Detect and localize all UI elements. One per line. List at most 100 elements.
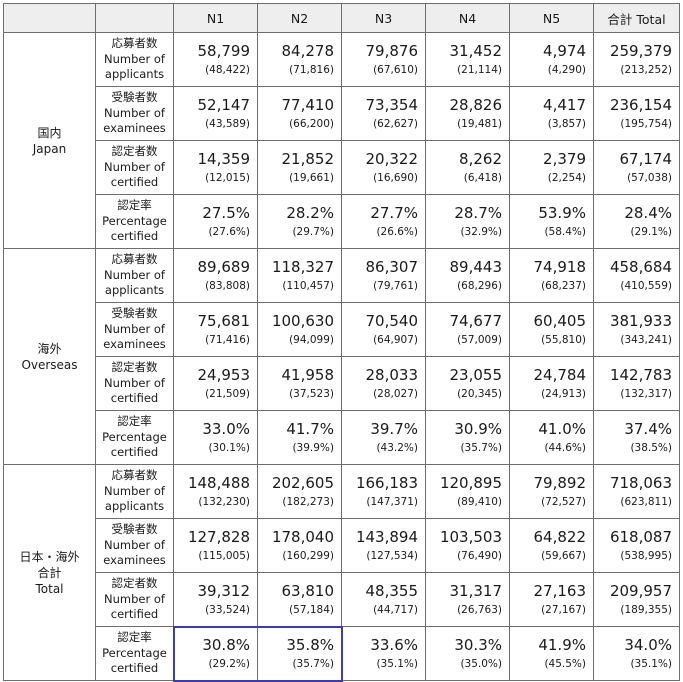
current-value: 30.9% [454,419,502,438]
previous-value: (30.1%) [208,441,250,454]
previous-value: (58.4%) [544,225,586,238]
previous-value: (24,913) [541,387,586,400]
current-value: 148,488 [187,473,250,492]
metric-label-en: Number of [104,483,165,498]
current-value: 4,974 [543,41,586,60]
metric-label-en: applicants [104,499,165,514]
metric-label-en: applicants [104,283,165,298]
current-value: 202,605 [271,473,334,492]
current-value: 27,163 [533,581,587,600]
metric-label-jp: 受験者数 [111,90,158,105]
current-value: 79,892 [533,473,587,492]
value-cell-n1: 52,147 (43,589) [173,86,258,141]
current-value: 35.8% [286,635,334,654]
region-label-en: Overseas [21,357,78,372]
header-col-n2: N2 [257,3,342,33]
value-cell-n3: 166,183 (147,371) [341,464,426,519]
metric-label-cell: 応募者数 Number of applicants [95,248,174,303]
value-cell-n1: 127,828 (115,005) [173,518,258,573]
previous-value: (83,808) [205,279,250,292]
header-col-n5: N5 [509,3,594,33]
metric-label-jp: 応募者数 [111,468,158,483]
value-cell-n1: 24,953 (21,509) [173,356,258,411]
value-cell-n3: 79,876 (67,610) [341,32,426,87]
current-value: 4,417 [543,95,586,114]
previous-value: (32.9%) [460,225,502,238]
table-row: 認定者数 Number of certified 14,359 (12,015) 21,8… [4,140,680,195]
value-cell-n3: 33.6% (35.1%) [341,626,426,681]
previous-value: (16,690) [373,171,418,184]
current-value: 31,452 [449,41,503,60]
current-value: 166,183 [355,473,418,492]
value-cell-n2: 178,040 (160,299) [257,518,342,573]
value-cell-n2: 77,410 (66,200) [257,86,342,141]
value-cell-n2: 41,958 (37,523) [257,356,342,411]
value-cell-n5: 79,892 (72,527) [509,464,594,519]
metric-label-cell: 応募者数 Number of applicants [95,32,174,87]
value-cell-n3: 27.7% (26.6%) [341,194,426,249]
table-row: 日本・海外 合計 Total 応募者数 Number of applicants 148,4… [3,464,680,681]
value-cell-n4: 28,826 (19,481) [425,86,510,141]
previous-value: (27,167) [541,603,586,616]
value-cell-n4: 31,317 (26,763) [425,572,510,627]
current-value: 24,784 [533,365,587,384]
current-value: 100,630 [271,311,334,330]
current-value: 259,379 [609,41,672,60]
previous-value: (71,416) [205,333,250,346]
previous-value: (64,907) [373,333,418,346]
previous-value: (27.6%) [208,225,250,238]
current-value: 103,503 [439,527,502,546]
value-cell-n5: 41.0% (44.6%) [509,410,594,465]
metric-label-en: Number of [104,267,165,282]
metric-label-jp: 応募者数 [111,252,158,267]
current-value: 48,355 [365,581,419,600]
previous-value: (26.6%) [376,225,418,238]
previous-value: (110,457) [282,279,334,292]
current-value: 27.5% [202,203,250,222]
metric-label-jp: 受験者数 [111,522,158,537]
previous-value: (89,410) [457,495,502,508]
value-cell-total: 259,379 (213,252) [593,32,680,87]
current-value: 39.7% [370,419,418,438]
current-value: 31,317 [449,581,503,600]
previous-value: (132,230) [198,495,250,508]
metric-label-jp: 認定者数 [111,144,158,159]
metric-label-jp: 受験者数 [111,306,158,321]
current-value: 120,895 [439,473,502,492]
value-cell-total: 142,783 (132,317) [593,356,680,411]
previous-value: (19,481) [457,117,502,130]
value-cell-n5: 53.9% (58.4%) [509,194,594,249]
current-value: 77,410 [281,95,335,114]
table-body: 国内 Japan 応募者数 Number of applicants 58,799 (48,… [3,32,680,681]
current-value: 143,894 [355,527,418,546]
current-value: 118,327 [271,257,334,276]
metric-label-en: certified [110,229,159,244]
value-cell-n2: 118,327 (110,457) [257,248,342,303]
current-value: 23,055 [449,365,503,384]
table-row: 受験者数 Number of examinees 127,828 (115,005) 17… [4,518,680,573]
current-value: 37.4% [624,419,672,438]
value-cell-total: 458,684 (410,559) [593,248,680,303]
current-value: 60,405 [533,311,587,330]
previous-value: (623,811) [620,495,672,508]
metric-label-cell: 認定率 Percentage certified [95,626,174,681]
current-value: 74,677 [449,311,503,330]
value-cell-n1: 39,312 (33,524) [173,572,258,627]
previous-value: (3,857) [547,117,586,130]
current-value: 89,443 [449,257,503,276]
current-value: 63,810 [281,581,335,600]
header-row: N1 N2 N3 N4 N5 合計 Total [3,3,680,33]
value-cell-total: 37.4% (38.5%) [593,410,680,465]
current-value: 89,689 [197,257,251,276]
previous-value: (57,184) [289,603,334,616]
current-value: 127,828 [187,527,250,546]
previous-value: (66,200) [289,117,334,130]
current-value: 381,933 [609,311,672,330]
metric-label-jp: 認定者数 [111,360,158,375]
region-label-cell: 海外 Overseas [3,248,96,465]
current-value: 30.8% [202,635,250,654]
current-value: 58,799 [197,41,251,60]
current-value: 2,379 [543,149,586,168]
metric-label-cell: 認定者数 Number of certified [95,140,174,195]
metric-label-cell: 認定率 Percentage certified [95,410,174,465]
